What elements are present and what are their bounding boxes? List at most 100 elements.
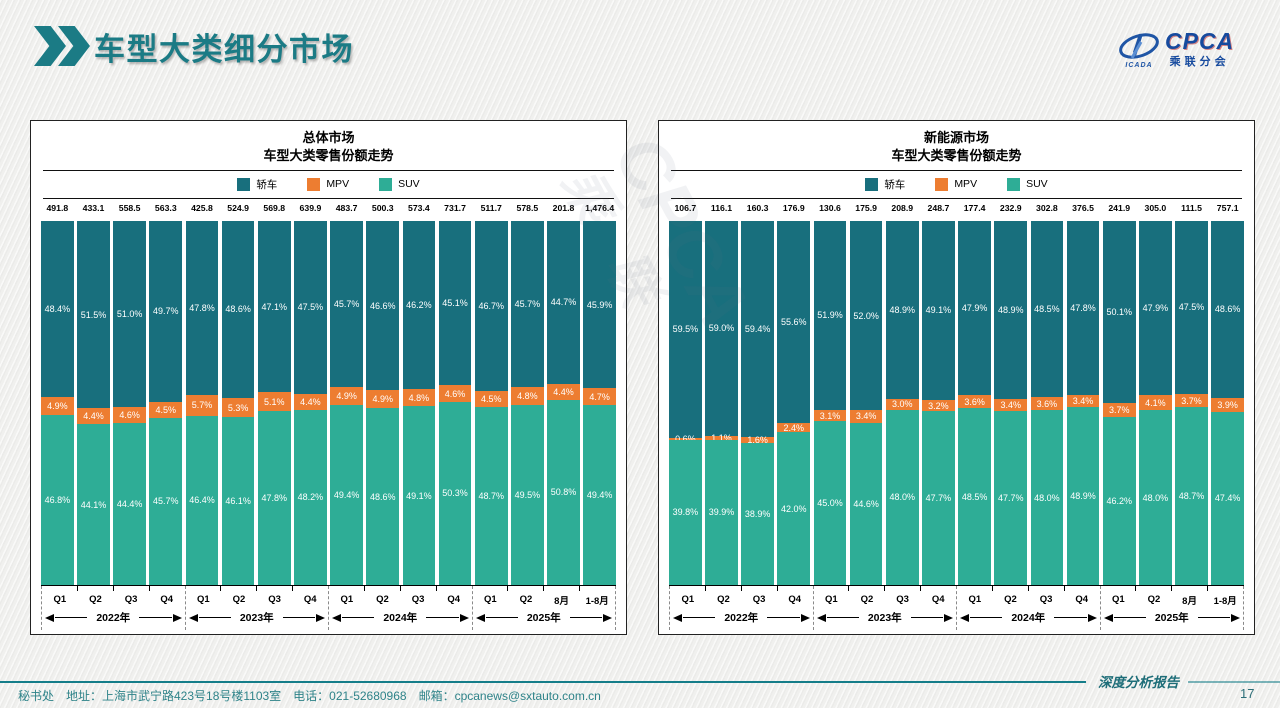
segment-label: 1.6%: [747, 435, 768, 446]
segment-mpv: 4.9%: [41, 397, 74, 415]
segment-label: 4.8%: [517, 391, 538, 402]
segment-sedan: 47.5%: [1175, 221, 1208, 394]
quarter-label: Q2: [1004, 594, 1017, 605]
segment-label: 48.9%: [1070, 491, 1096, 502]
footer-rule-right: [1188, 681, 1280, 683]
tick: [670, 586, 706, 591]
tick: [742, 586, 778, 591]
quarter-label: Q3: [752, 594, 766, 605]
arrow-right-icon: [1087, 613, 1097, 622]
bar: 55.6% 2.4% 42.0%: [777, 221, 811, 585]
arrow-left-icon: [45, 613, 54, 622]
legend-swatch-suv-icon: [1007, 177, 1021, 191]
divider: [671, 198, 1242, 199]
segment-suv: 47.4%: [1211, 412, 1244, 585]
segment-suv: 47.7%: [994, 411, 1028, 585]
segment-label: 50.1%: [1106, 307, 1132, 318]
segment-suv: 49.1%: [402, 406, 436, 585]
segment-label: 5.3%: [227, 402, 249, 413]
quarter-label: 8月: [1182, 595, 1197, 607]
segment-label: 46.4%: [189, 495, 215, 506]
cpca-subtitle: 乘联分会: [1169, 55, 1230, 68]
segment-label: 48.9%: [889, 304, 916, 315]
quarter-label: Q3: [124, 594, 138, 605]
segment-label: 48.6%: [369, 491, 396, 502]
arrow-left-icon: [475, 613, 485, 622]
segment-label: 52.0%: [853, 310, 879, 321]
footer-contact-info: 秘书处 地址：上海市武宁路423号18号楼1103室 电话：021-526809…: [18, 689, 601, 703]
totals-row: 491.8 433.1 558.5 563.3 425.8 524.9 569.8 639.9…: [41, 203, 616, 221]
segment-mpv: 3.2%: [922, 399, 955, 412]
totals-row: 106.7 116.1 160.3 176.9 130.6 175.9 208.9 248.7…: [669, 203, 1244, 221]
tick: [814, 586, 850, 591]
legend-swatch-mpv-icon: [935, 177, 949, 191]
segment-label: 59.5%: [672, 324, 699, 335]
bar: 47.5% 4.4% 48.2%: [294, 221, 327, 585]
year-label: 2022年: [724, 612, 759, 624]
quarter-label: Q1: [681, 594, 695, 605]
bar: 48.6% 3.9% 47.4%: [1211, 221, 1244, 585]
segment-label: 4.6%: [444, 388, 466, 399]
quarter-row: Q1 Q2 Q3 Q4: [814, 591, 957, 608]
segment-sedan: 45.7%: [511, 221, 544, 388]
axis-ticks: [473, 586, 616, 591]
quarter-label: Q2: [1147, 594, 1161, 605]
segment-mpv: 4.5%: [474, 390, 508, 408]
segment-mpv: 4.9%: [330, 387, 363, 406]
footer-rule-left: [0, 681, 1086, 683]
segment-label: 2.4%: [783, 422, 805, 433]
segment-label: 47.4%: [1214, 493, 1241, 504]
bar: 47.8% 3.4% 48.9%: [1066, 221, 1100, 585]
tick: [544, 586, 581, 591]
quarter-label: Q4: [447, 594, 461, 605]
quarter-row: Q1 Q2 Q3 Q4: [186, 591, 329, 608]
segment-label: 0.6%: [675, 433, 696, 444]
segment-suv: 48.0%: [885, 409, 919, 585]
quarter-label: Q1: [53, 594, 67, 605]
segment-label: 49.1%: [925, 305, 952, 316]
arrow-line: [485, 617, 518, 618]
segment-label: 3.0%: [892, 399, 913, 410]
segment-label: 49.5%: [514, 489, 541, 500]
segment-sedan: 51.9%: [813, 221, 847, 410]
total-value: 511.7: [480, 203, 502, 213]
quarter-label: Q2: [232, 594, 246, 605]
bar: 51.9% 3.1% 45.0%: [813, 221, 847, 585]
quarter-row: Q1 Q2 8月 1-8月: [473, 591, 616, 608]
quarter-label: Q4: [1075, 594, 1089, 605]
segment-mpv: 3.9%: [1211, 397, 1244, 413]
segment-label: 50.8%: [550, 487, 577, 498]
total-value: 177.4: [963, 203, 986, 213]
segment-sedan: 47.9%: [958, 221, 991, 396]
axis-ticks: [42, 586, 185, 591]
legend-swatch-sedan-icon: [865, 177, 879, 191]
tick: [473, 586, 509, 591]
page-title: 车型大类细分市场: [94, 32, 354, 67]
tick: [42, 586, 78, 591]
segment-suv: 38.9%: [741, 443, 774, 585]
segment-sedan: 48.9%: [994, 221, 1028, 399]
bar: 47.9% 4.1% 48.0%: [1139, 221, 1172, 585]
segment-mpv: 3.7%: [1175, 393, 1208, 408]
total-value: 305.0: [1144, 203, 1167, 213]
total-value: 208.9: [891, 203, 914, 213]
arrow-right-icon: [172, 613, 182, 622]
quarter-label: Q1: [1111, 594, 1125, 605]
tick: [1101, 586, 1137, 591]
segment-label: 47.1%: [261, 301, 288, 312]
total-value: 524.9: [227, 203, 249, 213]
year-arrow: 2022年: [670, 609, 813, 626]
segment-sedan: 51.0%: [113, 221, 146, 407]
bar: 45.1% 4.6% 50.3%: [438, 221, 472, 585]
total-value: 433.1: [82, 203, 105, 213]
segment-label: 4.9%: [336, 391, 357, 402]
segment-label: 39.9%: [708, 507, 735, 518]
segment-suv: 45.7%: [149, 418, 183, 585]
bar: 46.6% 4.9% 48.6%: [366, 221, 400, 585]
arrow-line: [139, 617, 172, 618]
arrow-line: [1054, 617, 1087, 618]
segment-suv: 49.4%: [583, 405, 616, 585]
segment-suv: 39.9%: [705, 439, 738, 585]
segment-sedan: 48.4%: [41, 221, 74, 397]
year-group: Q1 Q2 8月 1-8月 2025年: [471, 586, 616, 630]
